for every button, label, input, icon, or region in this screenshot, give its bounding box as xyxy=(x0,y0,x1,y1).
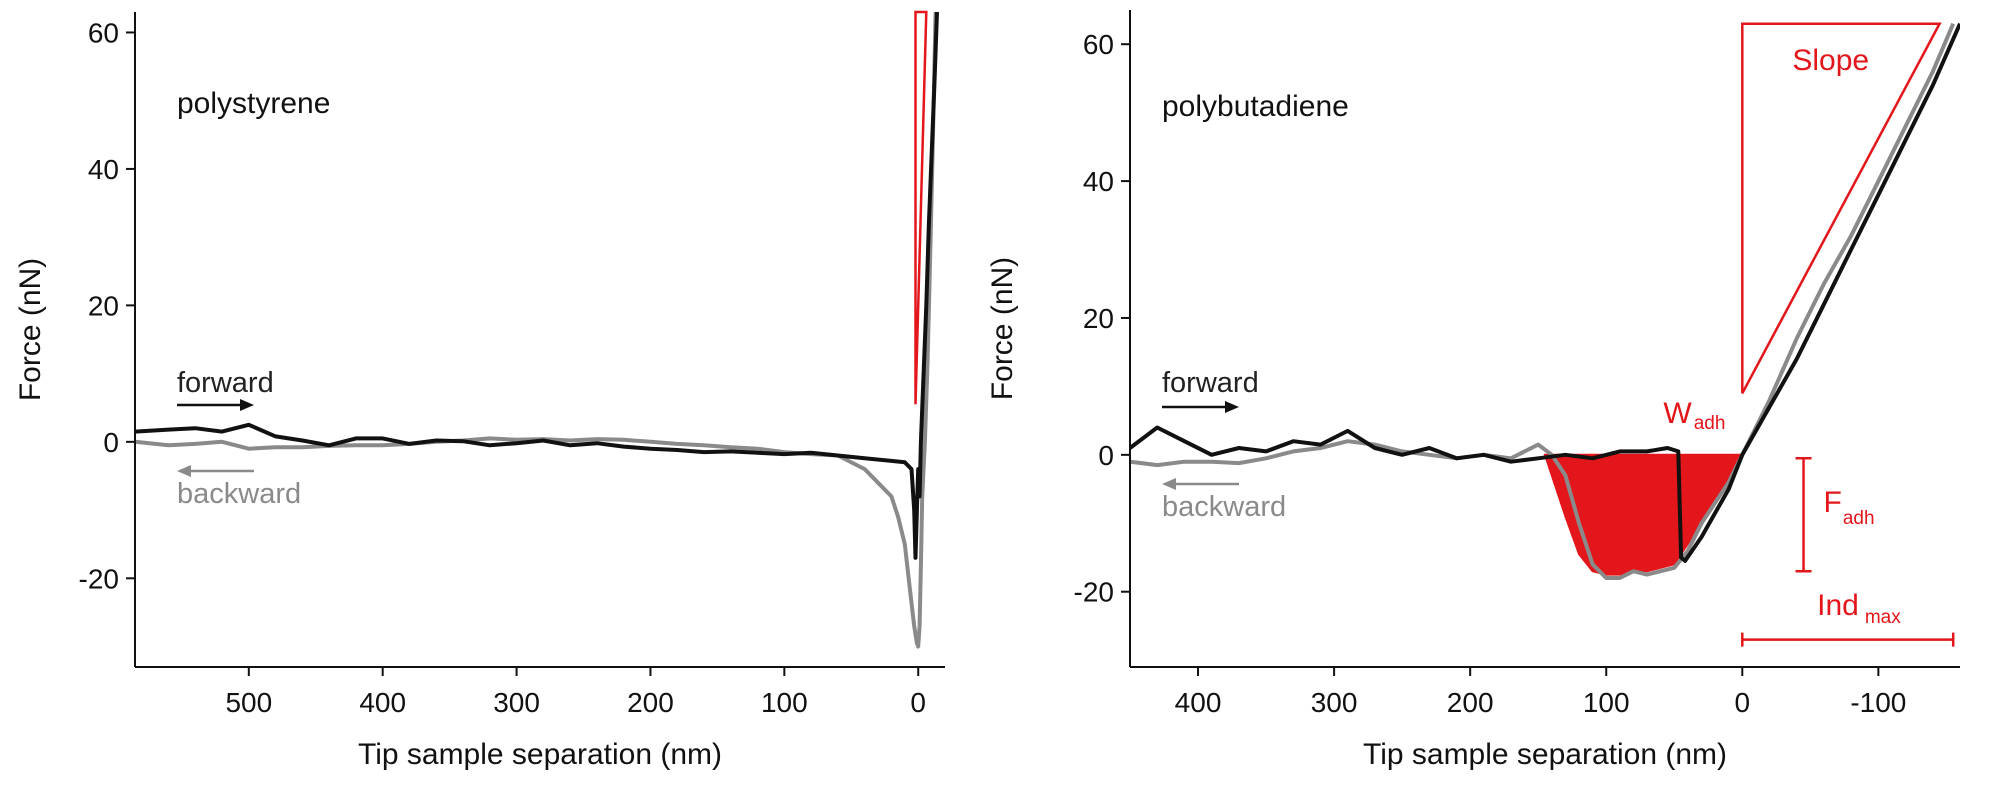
backward-arrow-icon xyxy=(1162,478,1176,490)
slope-triangle xyxy=(1741,22,1942,394)
legend-forward-label: forward xyxy=(1162,367,1259,399)
y-tick-label: 0 xyxy=(1098,440,1114,471)
x-axis-title: Tip sample separation (nm) xyxy=(1363,738,1727,771)
series-backward-line xyxy=(1130,22,1956,580)
forward-arrow-icon xyxy=(240,399,254,411)
x-tick-label: -100 xyxy=(1850,687,1906,718)
x-tick-label: 100 xyxy=(761,687,808,718)
series-forward-line xyxy=(135,11,939,560)
x-tick-label: 400 xyxy=(359,687,406,718)
y-axis-title: Force (nN) xyxy=(14,258,47,401)
x-tick-label: 500 xyxy=(225,687,272,718)
y-tick-label: 20 xyxy=(1083,303,1114,334)
y-tick-label: -20 xyxy=(79,563,119,594)
backward-arrow-icon xyxy=(177,465,191,477)
x-tick-label: 300 xyxy=(493,687,540,718)
material-label: polystyrene xyxy=(177,87,330,120)
material-label: polybutadiene xyxy=(1162,90,1349,123)
y-tick-label: 40 xyxy=(1083,166,1114,197)
y-tick-label: 60 xyxy=(88,17,119,48)
legend-backward-label: backward xyxy=(1162,491,1286,523)
x-tick-label: 200 xyxy=(627,687,674,718)
y-tick-label: 20 xyxy=(88,290,119,321)
x-tick-label: 300 xyxy=(1311,687,1358,718)
x-tick-label: 100 xyxy=(1583,687,1630,718)
series-forward-line xyxy=(1130,22,1960,563)
y-tick-label: 40 xyxy=(88,154,119,185)
x-tick-label: 0 xyxy=(910,687,926,718)
slope-triangle xyxy=(914,10,928,405)
adhesion-force-label: Fadh xyxy=(1824,486,1875,529)
forward-arrow-icon xyxy=(1225,401,1239,413)
slope-label: Slope xyxy=(1792,44,1869,77)
legend-forward-label: forward xyxy=(177,367,274,399)
y-axis-title: Force (nN) xyxy=(986,257,1019,400)
y-tick-label: 0 xyxy=(103,427,119,458)
y-tick-label: 60 xyxy=(1083,29,1114,60)
y-tick-label: -20 xyxy=(1074,577,1114,608)
legend-backward-label: backward xyxy=(177,478,301,510)
x-tick-label: 200 xyxy=(1447,687,1494,718)
x-axis-title: Tip sample separation (nm) xyxy=(358,738,722,771)
max-indentation-label: Ind max xyxy=(1817,589,1901,628)
x-tick-label: 400 xyxy=(1175,687,1222,718)
x-tick-label: 0 xyxy=(1735,687,1751,718)
